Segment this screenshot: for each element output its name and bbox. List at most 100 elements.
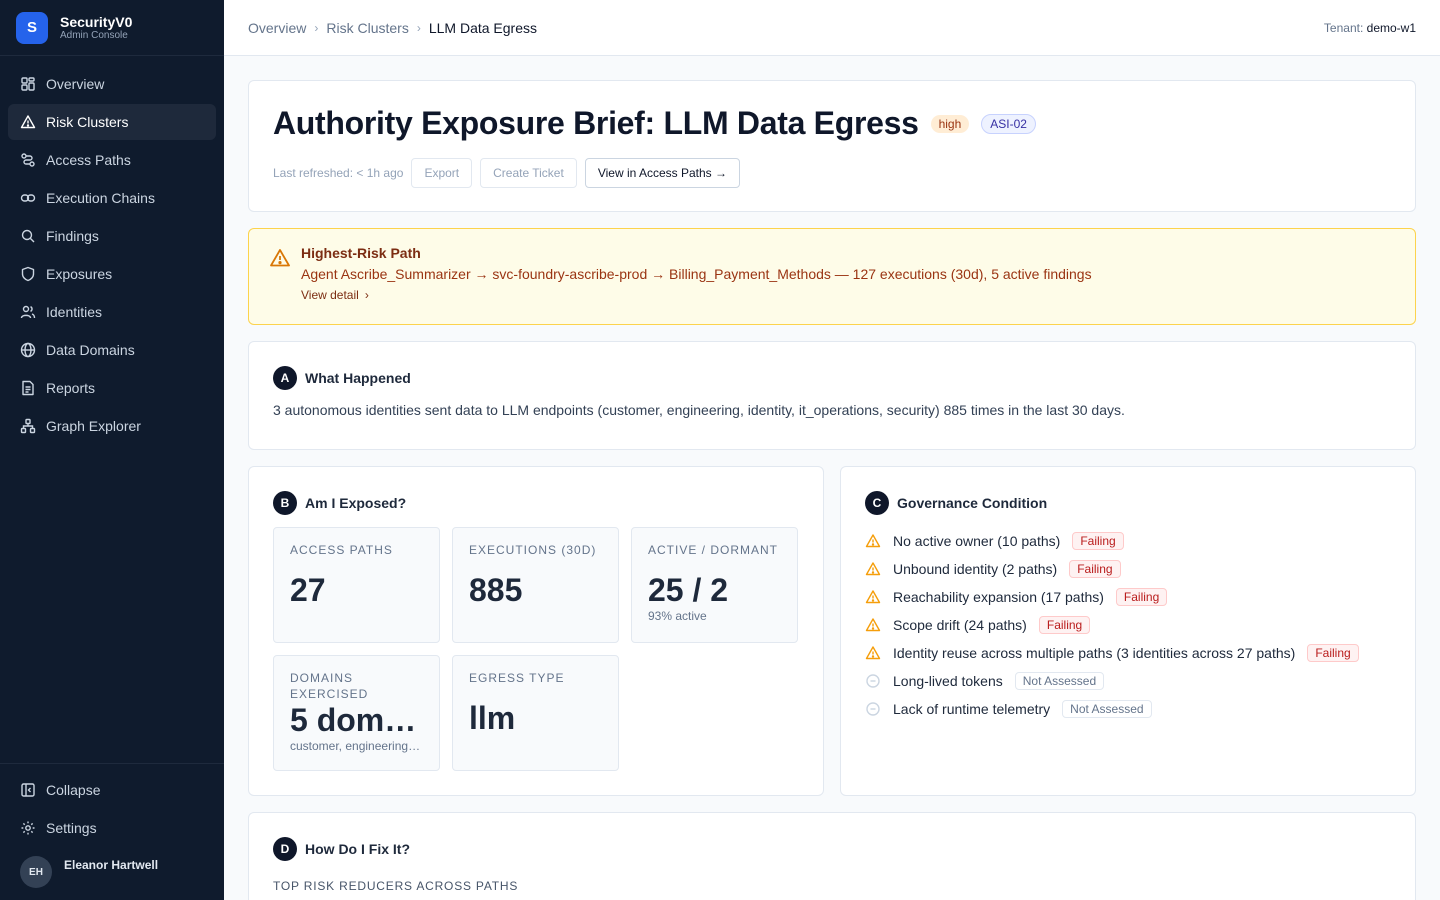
settings-label: Settings (46, 820, 97, 836)
section-title: Am I Exposed? (305, 495, 407, 511)
status-badge: Failing (1038, 616, 1091, 634)
status-badge: Not Assessed (1062, 700, 1152, 718)
create-ticket-button[interactable]: Create Ticket (480, 158, 577, 188)
stat-egress-type: Egress Type llm (452, 655, 619, 771)
warning-icon (865, 534, 881, 548)
tenant-value: demo-w1 (1366, 20, 1416, 35)
tenant-indicator: Tenant: demo-w1 (1324, 21, 1416, 35)
sidebar-item-risk-clusters[interactable]: Risk Clusters (8, 104, 216, 140)
section-letter: D (273, 837, 297, 861)
settings-button[interactable]: Settings (8, 810, 216, 846)
sidebar-item-data-domains[interactable]: Data Domains (8, 332, 216, 368)
document-icon (22, 380, 34, 396)
sidebar-footer: Collapse Settings EH Eleanor Hartwell (0, 763, 224, 900)
main-content: Authority Exposure Brief: LLM Data Egres… (248, 80, 1416, 900)
shield-icon (21, 266, 35, 282)
governance-item: Scope drift (24 paths) Failing (865, 611, 1391, 639)
stat-executions: Executions (30d) 885 (452, 527, 619, 643)
sidebar-item-access-paths[interactable]: Access Paths (8, 142, 216, 178)
governance-label: Scope drift (24 paths) (893, 617, 1027, 633)
sidebar-item-reports[interactable]: Reports (8, 370, 216, 406)
brand-logo: S (16, 11, 48, 44)
sidebar-item-overview[interactable]: Overview (8, 66, 216, 102)
status-badge: Not Assessed (1014, 672, 1105, 690)
sidebar-item-label: Overview (46, 76, 105, 92)
sidebar-item-graph-explorer[interactable]: Graph Explorer (8, 408, 216, 444)
governance-item: Lack of runtime telemetry Not Assessed (865, 695, 1391, 723)
warning-icon (270, 249, 290, 267)
stat-label: Access Paths (290, 543, 393, 557)
what-happened-text: 3 autonomous identities sent data to LLM… (273, 402, 1125, 418)
section-title: Governance Condition (897, 495, 1048, 511)
tenant-label: Tenant: (1323, 20, 1364, 35)
sidebar-item-exposures[interactable]: Exposures (8, 256, 216, 292)
alert-title: Highest-Risk Path (301, 245, 421, 261)
section-letter: C (865, 491, 889, 515)
sidebar-item-label: Access Paths (46, 152, 131, 168)
route-icon (21, 153, 35, 167)
stat-access-paths: Access Paths 27 (273, 527, 440, 643)
sidebar-item-label: Exposures (46, 266, 113, 282)
section-letter: B (273, 491, 297, 515)
stat-active-dormant: Active / Dormant 25 / 2 93% active (631, 527, 798, 643)
governance-card: C Governance Condition No active owner (… (840, 466, 1416, 796)
governance-label: No active owner (10 paths) (893, 533, 1061, 549)
sidebar-item-label: Execution Chains (46, 190, 155, 206)
sidebar-item-identities[interactable]: Identities (8, 294, 216, 330)
minus-circle-icon (866, 674, 880, 688)
stat-label: Active / Dormant (648, 543, 779, 557)
code-badge: ASI-02 (981, 113, 1036, 134)
top-bar: Overview › Risk Clusters › LLM Data Egre… (224, 0, 1440, 56)
breadcrumb-overview[interactable]: Overview (248, 19, 307, 36)
globe-icon (20, 342, 36, 358)
brand-subtitle: Admin Console (60, 29, 128, 41)
user-name: Eleanor Hartwell (64, 858, 159, 872)
sidebar-item-label: Risk Clusters (46, 114, 129, 130)
warning-icon (865, 562, 881, 576)
sidebar-item-execution-chains[interactable]: Execution Chains (8, 180, 216, 216)
view-in-access-paths-button[interactable]: View in Access Paths → (584, 158, 740, 188)
brief-header: Authority Exposure Brief: LLM Data Egres… (248, 80, 1416, 212)
warning-icon (20, 115, 36, 129)
avatar: EH (20, 856, 52, 888)
section-title: How Do I Fix It? (305, 841, 410, 857)
governance-list: No active owner (10 paths) Failing Unbou… (865, 527, 1391, 723)
brand-name: SecurityV0 (60, 13, 133, 30)
collapse-icon (21, 783, 35, 797)
export-button[interactable]: Export (411, 158, 473, 188)
warning-icon (865, 646, 881, 660)
brand[interactable]: S SecurityV0 Admin Console (0, 0, 224, 56)
stat-value: 25 / 2 (648, 572, 729, 608)
highest-risk-alert: Highest-Risk Path Agent Ascribe_Summariz… (248, 228, 1416, 325)
stat-value: 885 (469, 572, 523, 608)
sidebar-item-label: Graph Explorer (46, 418, 141, 434)
status-badge: Failing (1072, 532, 1124, 550)
sidebar-item-label: Reports (46, 380, 96, 396)
fix-subtitle: TOP RISK REDUCERS ACROSS PATHS (273, 879, 519, 893)
user-profile[interactable]: EH Eleanor Hartwell (8, 848, 216, 888)
view-detail-link[interactable]: View detail › (301, 288, 369, 302)
alert-text: Agent Ascribe_Summarizer → svc-foundry-a… (301, 266, 1092, 282)
breadcrumb-risk-clusters[interactable]: Risk Clusters (326, 19, 409, 36)
warning-icon (865, 618, 881, 632)
stat-value: 27 (290, 572, 326, 608)
chevron-right-icon: › (416, 20, 421, 35)
stat-label: Executions (30d) (469, 543, 597, 557)
sidebar-item-findings[interactable]: Findings (8, 218, 216, 254)
view-detail-label: View detail (301, 288, 359, 302)
breadcrumb-current: LLM Data Egress (428, 19, 537, 36)
grid-icon (21, 77, 35, 91)
collapse-button[interactable]: Collapse (8, 772, 216, 808)
stat-domains: Domains Exercised 5 domains customer, en… (273, 655, 440, 771)
status-badge: Failing (1069, 560, 1121, 578)
breadcrumb: Overview › Risk Clusters › LLM Data Egre… (248, 20, 537, 36)
stat-value: 5 domains (290, 702, 423, 738)
sidebar: S SecurityV0 Admin Console Overview Risk… (0, 0, 224, 900)
sidebar-item-label: Findings (46, 228, 99, 244)
governance-label: Lack of runtime telemetry (893, 701, 1051, 717)
stat-value: llm (469, 700, 516, 736)
governance-item: Long-lived tokens Not Assessed (865, 667, 1391, 695)
governance-label: Long-lived tokens (893, 673, 1003, 689)
exposure-card: B Am I Exposed? Access Paths 27 Executio… (248, 466, 824, 796)
stat-sub: 93% active (648, 609, 707, 623)
